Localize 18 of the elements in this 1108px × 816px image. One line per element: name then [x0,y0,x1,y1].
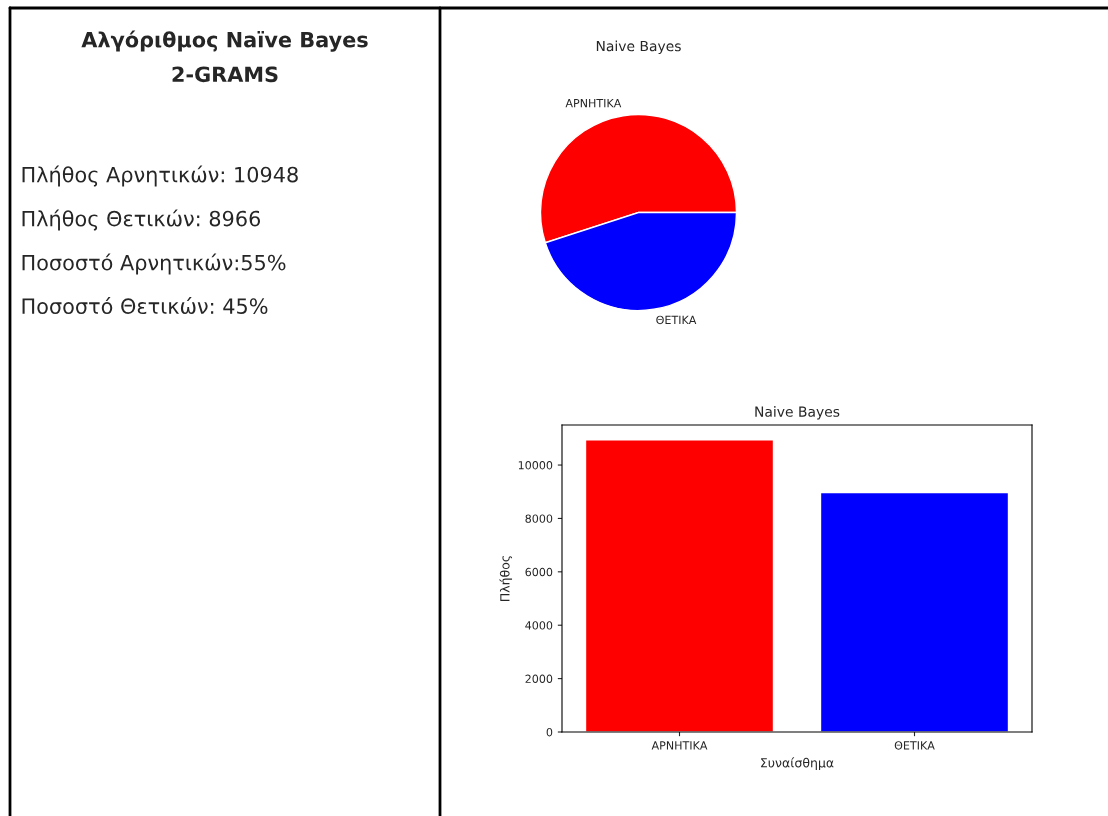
chart-title: Naive Bayes [596,40,681,54]
text: Αλγόριθμος Naïve Bayes [81,30,368,52]
y-tick-label: 10000 [518,461,553,470]
y-tick-label: 8000 [525,514,553,523]
chart-title: Naive Bayes [755,406,840,420]
slice-label: ΘΕΤΙΚΑ [656,315,697,325]
text: Ποσοστό Αρνητικών:55% [22,253,286,275]
x-axis-title: Συναίσθημα [761,757,834,770]
y-axis-title: Πλήθος [499,556,513,601]
text: Ποσοστό Θετικών: 45% [22,297,268,315]
y-tick-label: 2000 [525,674,553,683]
text: Πλήθος Θετικών: 8966 [22,209,261,231]
text: 2-GRAMS [172,66,278,83]
y-tick-label: 4000 [525,621,553,630]
y-tick-label: 0 [546,727,553,737]
slice-label: ΑΡΝΗΤΙΚΑ [565,99,622,108]
text: Πλήθος Αρνητικών: 10948 [22,165,298,187]
y-tick-label: 6000 [525,567,553,577]
